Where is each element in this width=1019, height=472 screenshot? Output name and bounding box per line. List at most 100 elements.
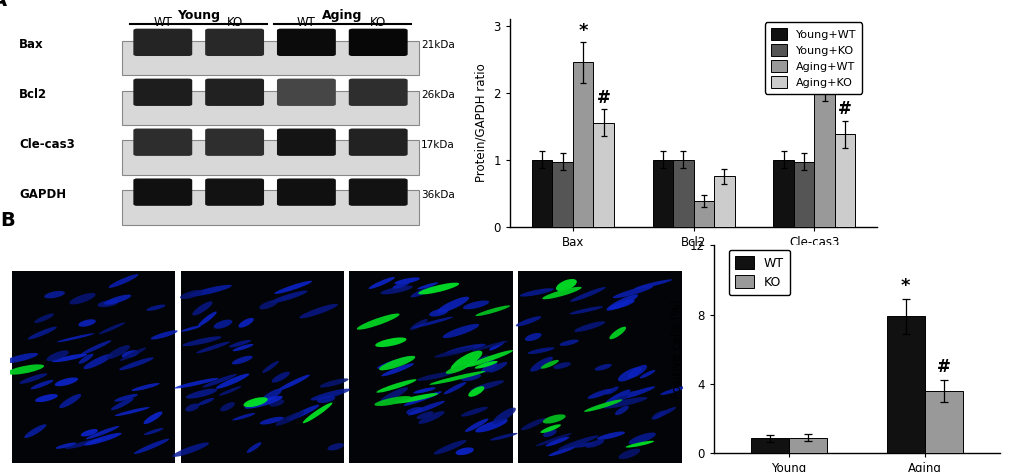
Ellipse shape — [119, 347, 146, 361]
Ellipse shape — [55, 378, 78, 386]
Y-axis label: Positive cells (%): Positive cells (%) — [671, 299, 684, 399]
Ellipse shape — [404, 391, 441, 406]
Ellipse shape — [114, 394, 138, 402]
Ellipse shape — [479, 359, 493, 368]
Ellipse shape — [78, 354, 94, 364]
FancyBboxPatch shape — [348, 128, 408, 156]
Ellipse shape — [59, 394, 82, 408]
Text: B: B — [0, 211, 15, 230]
Ellipse shape — [31, 380, 53, 389]
Ellipse shape — [480, 362, 497, 373]
Ellipse shape — [608, 327, 626, 339]
Ellipse shape — [445, 344, 485, 354]
Text: *: * — [819, 48, 828, 66]
Ellipse shape — [147, 304, 165, 311]
Ellipse shape — [612, 394, 628, 404]
Text: Young+WT: Young+WT — [61, 250, 121, 260]
Text: WT: WT — [153, 16, 172, 29]
Ellipse shape — [594, 364, 611, 371]
Ellipse shape — [259, 300, 278, 309]
Text: GAPDH: GAPDH — [19, 188, 66, 201]
Ellipse shape — [450, 351, 482, 371]
Text: Young+KO: Young+KO — [230, 250, 288, 260]
Text: Aging+WT: Aging+WT — [405, 250, 464, 260]
Ellipse shape — [269, 399, 284, 407]
FancyBboxPatch shape — [205, 29, 264, 56]
Ellipse shape — [131, 383, 159, 391]
Bar — [813, 84, 835, 227]
Ellipse shape — [35, 394, 58, 402]
Ellipse shape — [596, 431, 625, 440]
Ellipse shape — [584, 399, 622, 412]
FancyBboxPatch shape — [277, 178, 335, 206]
Ellipse shape — [418, 283, 459, 295]
Ellipse shape — [193, 301, 212, 315]
Ellipse shape — [463, 301, 489, 309]
Ellipse shape — [574, 321, 604, 332]
Ellipse shape — [542, 414, 566, 423]
Ellipse shape — [144, 412, 162, 424]
Ellipse shape — [47, 350, 68, 361]
FancyBboxPatch shape — [205, 78, 264, 106]
FancyBboxPatch shape — [133, 29, 192, 56]
Ellipse shape — [57, 333, 94, 342]
Ellipse shape — [379, 387, 408, 403]
Bar — [122, 41, 418, 76]
Ellipse shape — [445, 365, 468, 374]
Ellipse shape — [437, 297, 469, 313]
Ellipse shape — [634, 279, 672, 289]
FancyBboxPatch shape — [133, 178, 192, 206]
Ellipse shape — [69, 293, 96, 304]
Ellipse shape — [121, 350, 139, 358]
Ellipse shape — [488, 341, 504, 351]
Bar — [350, 271, 513, 463]
Ellipse shape — [618, 448, 640, 459]
Text: *: * — [578, 22, 587, 40]
Bar — [551, 161, 573, 227]
Ellipse shape — [44, 291, 65, 298]
Ellipse shape — [270, 290, 307, 303]
Ellipse shape — [406, 407, 422, 414]
Bar — [122, 91, 418, 125]
Ellipse shape — [109, 274, 139, 288]
Ellipse shape — [569, 306, 602, 314]
Ellipse shape — [275, 411, 305, 426]
Ellipse shape — [56, 442, 76, 449]
Text: #: # — [936, 358, 950, 376]
Ellipse shape — [639, 370, 654, 379]
Text: A: A — [0, 0, 7, 10]
Ellipse shape — [620, 387, 654, 399]
Ellipse shape — [475, 305, 510, 316]
Ellipse shape — [311, 388, 350, 400]
Ellipse shape — [540, 424, 560, 433]
Ellipse shape — [408, 401, 444, 415]
Ellipse shape — [228, 340, 251, 347]
Text: 17kDa: 17kDa — [421, 140, 454, 150]
Ellipse shape — [327, 443, 343, 450]
Ellipse shape — [555, 279, 577, 291]
Ellipse shape — [612, 286, 652, 298]
Ellipse shape — [604, 389, 630, 404]
Ellipse shape — [111, 398, 133, 410]
Ellipse shape — [85, 433, 121, 446]
Ellipse shape — [433, 440, 466, 455]
Bar — [531, 160, 551, 227]
Ellipse shape — [470, 380, 503, 392]
Ellipse shape — [238, 318, 254, 328]
Ellipse shape — [381, 363, 414, 376]
Ellipse shape — [260, 417, 283, 424]
Ellipse shape — [557, 435, 598, 450]
Ellipse shape — [262, 361, 278, 373]
Bar — [835, 134, 855, 227]
Ellipse shape — [627, 365, 646, 378]
Ellipse shape — [247, 442, 261, 453]
FancyBboxPatch shape — [205, 128, 264, 156]
Ellipse shape — [299, 304, 337, 318]
Ellipse shape — [232, 344, 253, 351]
Ellipse shape — [278, 375, 310, 390]
Text: KO: KO — [226, 16, 243, 29]
Ellipse shape — [219, 386, 242, 396]
Ellipse shape — [52, 354, 88, 362]
FancyBboxPatch shape — [277, 29, 335, 56]
Bar — [924, 391, 962, 453]
